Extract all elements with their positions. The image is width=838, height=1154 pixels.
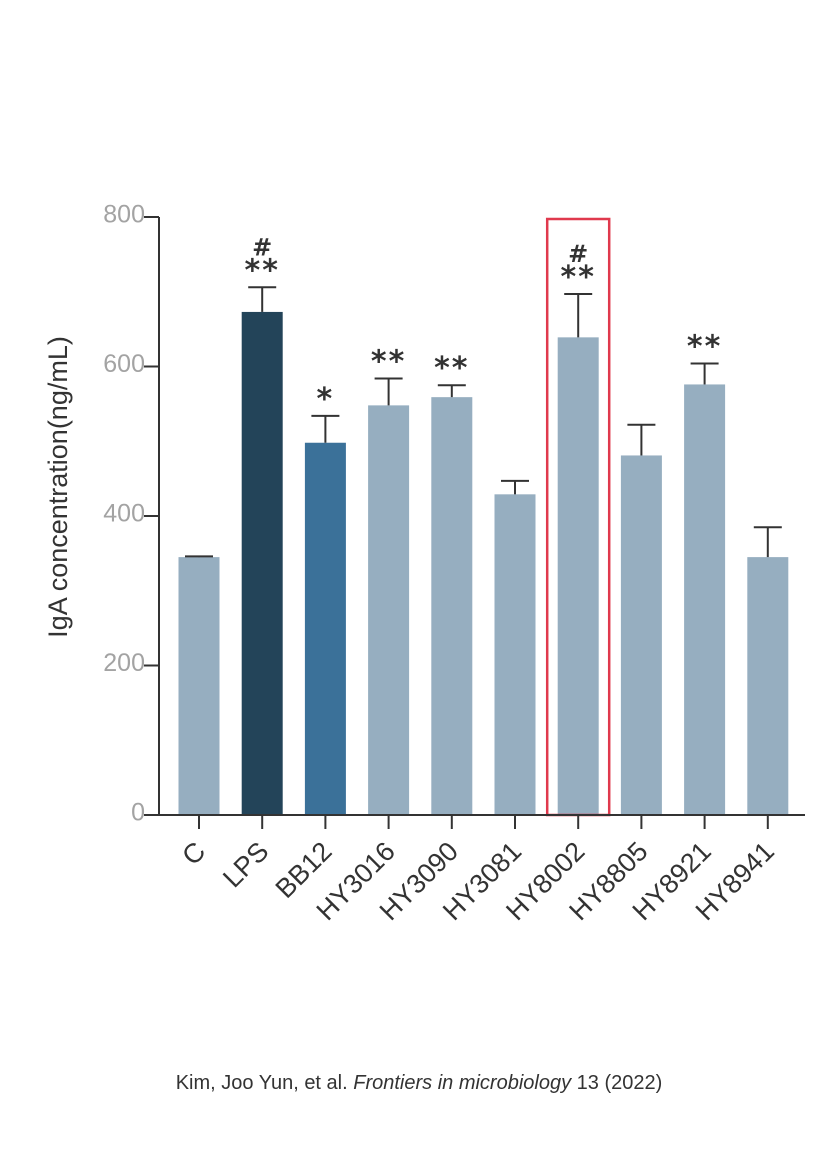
- x-tick-label-lps: LPS: [217, 836, 274, 893]
- y-tick-label-600: 600: [103, 350, 145, 378]
- y-axis-label: IgA concentration(ng/mL): [43, 336, 73, 638]
- bar-hy8941: [747, 557, 789, 815]
- citation-authors: Kim, Joo Yun, et al.: [175, 1072, 348, 1094]
- bars: **#*** ****#**: [178, 217, 789, 817]
- bar-lps: [241, 311, 283, 815]
- bar-bb12: [304, 442, 346, 815]
- citation-journal: Frontiers in microbiology: [353, 1072, 572, 1094]
- significance-hy8002: **: [561, 260, 596, 295]
- hash-mark-hy8002: #: [568, 240, 588, 268]
- y-tick-label-400: 400: [103, 500, 145, 528]
- citation: Kim, Joo Yun, et al. Frontiers in microb…: [0, 1072, 838, 1095]
- y-axis: 0 200 400 600 800: [103, 201, 160, 827]
- y-tick-label-800: 800: [103, 201, 145, 229]
- bar-c: [178, 557, 220, 815]
- hash-mark-lps: #: [252, 233, 272, 261]
- significance-hy8921: **: [687, 330, 722, 365]
- y-tick-label-200: 200: [103, 649, 145, 677]
- bar-hy8002: [557, 337, 599, 815]
- significance-hy3090: **: [434, 351, 469, 386]
- significance-hy3016: **: [371, 344, 406, 379]
- bar-hy3090: [431, 397, 473, 815]
- citation-volume-year: 13 (2022): [576, 1072, 663, 1094]
- bar-hy8805: [620, 455, 662, 815]
- significance-lps: **: [245, 253, 280, 288]
- x-axis: C LPSBB12HY3016HY3090HY3081HY8002HY8805HY…: [158, 814, 805, 926]
- bar-hy3081: [494, 494, 536, 815]
- bar-hy3016: [368, 405, 410, 815]
- significance-bb12: *: [317, 382, 335, 417]
- x-tick-label-c: C: [176, 836, 211, 871]
- bar-hy8921: [684, 384, 726, 815]
- y-tick-label-0: 0: [131, 799, 145, 827]
